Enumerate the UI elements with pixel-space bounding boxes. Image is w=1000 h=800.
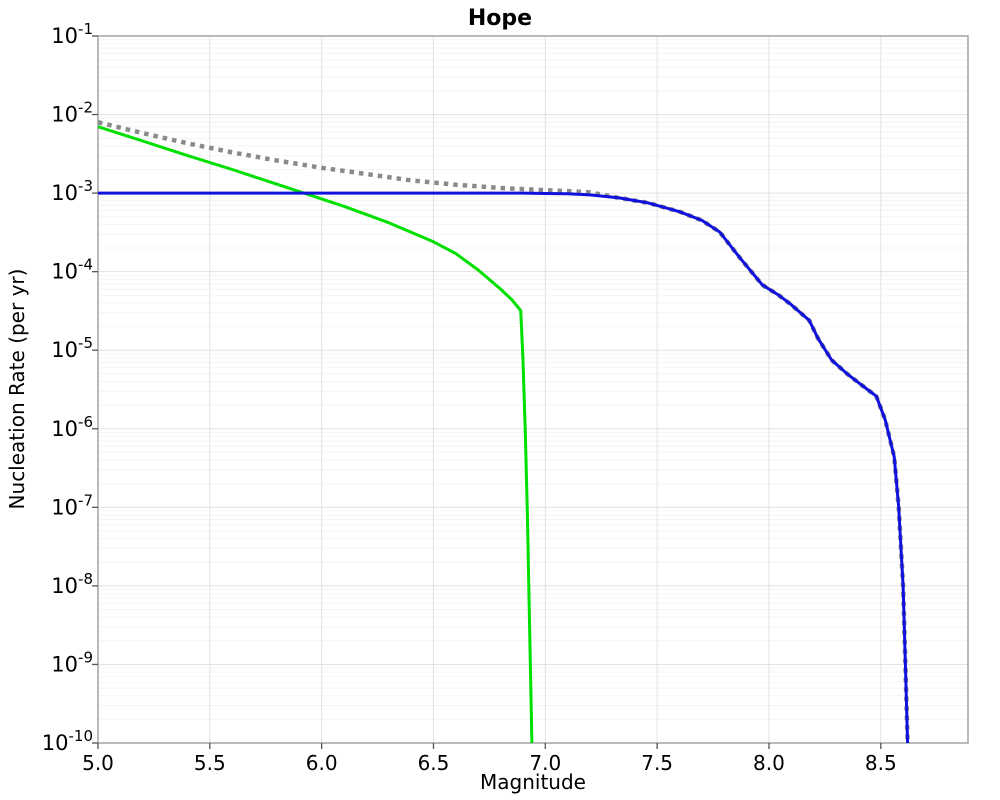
y-tick-label: 10-8 (51, 570, 93, 598)
x-tick-label: 6.0 (306, 751, 338, 775)
y-tick-label: 10-7 (51, 491, 93, 519)
chart-title: Hope (467, 6, 533, 31)
y-tick-label: 10-3 (51, 177, 93, 205)
y-tick-label: 10-1 (51, 20, 93, 48)
x-tick-label: 5.5 (194, 751, 226, 775)
supra-seismogenic-rate-line (98, 191, 910, 744)
plot-frame (97, 35, 969, 744)
y-tick-label: 10-5 (51, 334, 93, 362)
x-tick-label: 8.0 (753, 751, 785, 775)
y-tick-label: 10-2 (51, 99, 93, 127)
sub-seismogenic-rate-line (97, 125, 534, 744)
x-axis-label: Magnitude (480, 770, 586, 794)
x-tick-label: 6.5 (418, 751, 450, 775)
x-tick-label: 8.5 (865, 751, 897, 775)
y-tick-label: 10-4 (51, 256, 93, 284)
y-tick-label: 10-6 (51, 413, 93, 441)
y-axis-label: Nucleation Rate (per yr) (5, 268, 29, 510)
x-tick-label: 5.0 (82, 751, 114, 775)
y-tick-label: 10-9 (51, 648, 93, 676)
y-tick-label: 10-10 (42, 727, 93, 755)
x-tick-label: 7.5 (641, 751, 673, 775)
x-tick-label: 7.0 (529, 751, 561, 775)
